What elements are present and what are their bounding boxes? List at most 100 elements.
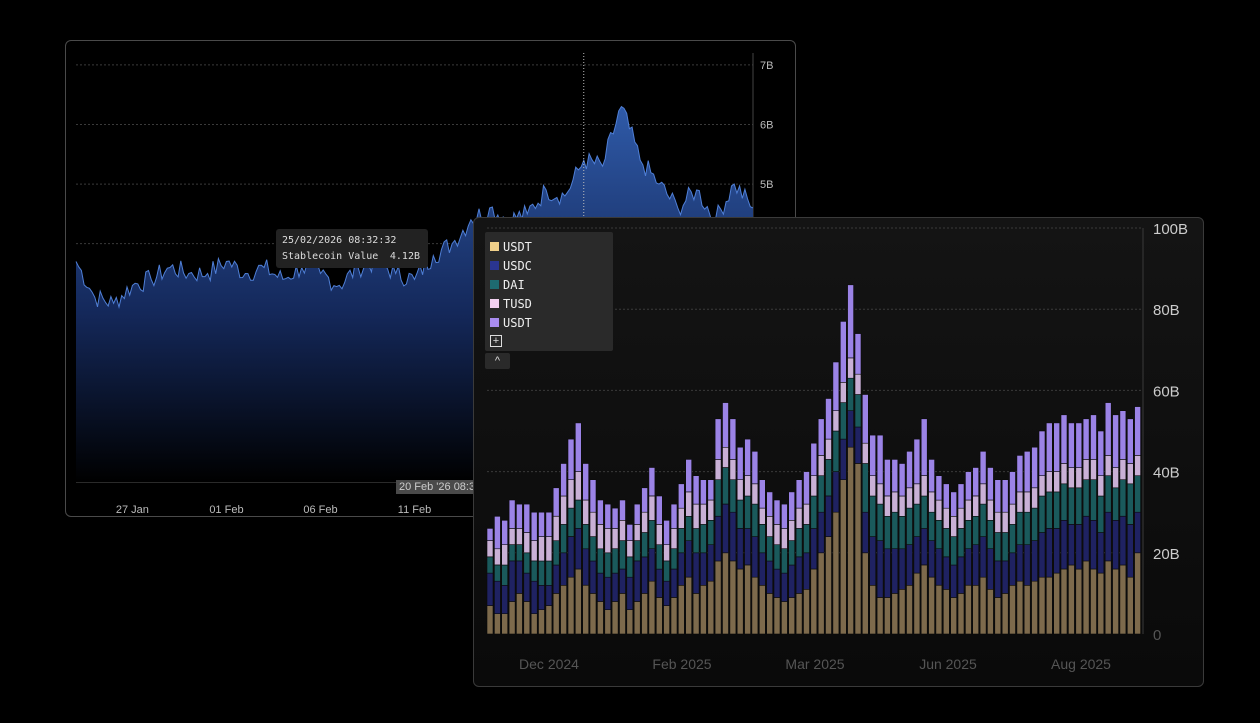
- bar-segment-dai-2: [486, 556, 494, 574]
- bar-segment-tusd-3: [1045, 471, 1053, 493]
- bar-segment-usdc-1: [1031, 540, 1038, 582]
- bar-segment-usdt-4: [663, 519, 670, 545]
- bar-segment-usdt-0: [957, 593, 965, 635]
- legend-swatch: [490, 318, 499, 327]
- bar-segment-usdt-0: [560, 584, 567, 635]
- bar-segment-tusd-3: [604, 528, 612, 554]
- bar-segment-usdt-0: [700, 584, 707, 635]
- bar-segment-tusd-3: [803, 503, 810, 525]
- bar-segment-usdc-1: [1045, 528, 1053, 578]
- bar-segment-usdt-4: [567, 438, 575, 481]
- bar-segment-dai-2: [839, 402, 847, 440]
- bar-segment-dai-2: [626, 556, 634, 578]
- bar-segment-usdt-4: [788, 491, 796, 521]
- bar-segment-dai-2: [523, 552, 531, 574]
- legend-item-usdt[interactable]: USDT: [490, 313, 608, 332]
- bar-segment-usdt-4: [795, 479, 803, 509]
- bar-segment-usdc-1: [648, 548, 656, 582]
- legend-item-dai[interactable]: DAI: [490, 275, 608, 294]
- bar-segment-usdt-0: [825, 536, 832, 635]
- bar-segment-usdt-0: [604, 609, 612, 635]
- bar-segment-usdc-1: [552, 564, 560, 594]
- bar-segment-usdt-4: [582, 463, 589, 501]
- bar-segment-usdc-1: [670, 568, 678, 598]
- bar-segment-usdt-4: [1031, 446, 1038, 489]
- legend-swatch: [490, 242, 499, 251]
- bar-segment-usdt-4: [700, 479, 707, 505]
- stacked-bar-chart[interactable]: 100B 80B 60B 40B 20B 0 Dec 2024 Feb 2025 Mar 202…: [474, 218, 1204, 687]
- bar-segment-usdt-0: [773, 597, 781, 635]
- bar-segment-usdt-0: [1009, 584, 1016, 635]
- bar-segment-usdt-4: [1023, 451, 1031, 493]
- bar-segment-usdc-1: [1104, 511, 1112, 562]
- bar-segment-usdt-4: [773, 499, 781, 525]
- legend-swatch: [490, 261, 499, 270]
- bar-segment-usdt-4: [486, 528, 494, 541]
- bar-segment-usdt-0: [648, 580, 656, 635]
- bar-segment-usdc-1: [1112, 519, 1119, 570]
- bar-segment-usdt-0: [744, 564, 751, 635]
- bar-segment-tusd-3: [633, 524, 641, 541]
- bar-segment-usdt-4: [678, 483, 685, 509]
- bar-segment-usdc-1: [714, 515, 722, 562]
- bar-segment-usdc-1: [957, 556, 965, 594]
- bar-segment-usdt-0: [736, 568, 744, 635]
- bar-segment-usdt-0: [898, 588, 906, 635]
- bar-segment-tusd-3: [1126, 463, 1134, 485]
- legend-add-button[interactable]: +: [490, 335, 502, 347]
- bar-segment-tusd-3: [869, 475, 877, 497]
- bar-segment-dai-2: [1060, 483, 1068, 521]
- bar-segment-usdt-4: [736, 446, 744, 480]
- legend-collapse-button[interactable]: ^: [485, 353, 510, 369]
- bar-y-tick-label: 40B: [1153, 465, 1180, 482]
- bar-segment-usdt-4: [942, 483, 950, 509]
- bar-segment-usdt-4: [913, 438, 921, 485]
- bar-segment-usdc-1: [795, 556, 803, 594]
- bar-segment-usdc-1: [1090, 519, 1097, 570]
- bar-segment-dai-2: [663, 560, 670, 582]
- bar-segment-tusd-3: [788, 519, 796, 541]
- bar-segment-usdc-1: [825, 495, 832, 537]
- bar-segment-usdc-1: [994, 560, 1002, 598]
- legend-swatch: [490, 299, 499, 308]
- bar-segment-dai-2: [781, 548, 788, 574]
- bar-segment-usdt-0: [1001, 593, 1009, 635]
- bar-segment-dai-2: [560, 524, 567, 554]
- bar-segment-usdt-4: [891, 459, 899, 493]
- bar-segment-usdt-0: [530, 613, 538, 635]
- area-x-tick-label: 06 Feb: [303, 504, 337, 516]
- bar-segment-usdt-4: [656, 495, 663, 525]
- bar-segment-dai-2: [825, 459, 832, 497]
- area-x-tick-label: 01 Feb: [209, 504, 243, 516]
- legend-item-tusd[interactable]: TUSD: [490, 294, 608, 313]
- bar-segment-dai-2: [611, 548, 619, 574]
- bar-segment-usdc-1: [1009, 552, 1016, 586]
- bar-segment-dai-2: [1119, 479, 1127, 517]
- bar-segment-usdc-1: [1038, 532, 1046, 578]
- tooltip-value: 4.12B: [389, 251, 420, 262]
- bar-segment-dai-2: [972, 515, 980, 545]
- legend-item-usdt[interactable]: USDT: [490, 237, 608, 256]
- bar-segment-usdc-1: [803, 552, 810, 590]
- bar-segment-usdt-4: [1038, 430, 1046, 477]
- bar-segment-usdt-4: [501, 519, 509, 545]
- legend-item-usdc[interactable]: USDC: [490, 256, 608, 275]
- bar-segment-usdt-4: [751, 451, 759, 485]
- bar-segment-usdt-0: [567, 576, 575, 635]
- bar-segment-usdt-4: [854, 333, 862, 375]
- bar-segment-usdt-0: [685, 576, 692, 635]
- bar-segment-dai-2: [516, 544, 523, 562]
- bar-segment-usdc-1: [1097, 532, 1105, 574]
- bar-segment-usdt-0: [781, 601, 788, 635]
- bar-segment-usdc-1: [979, 536, 987, 578]
- bar-segment-tusd-3: [560, 495, 567, 525]
- bar-segment-usdt-4: [633, 503, 641, 525]
- bar-segment-dai-2: [1031, 507, 1038, 541]
- bar-segment-usdc-1: [678, 552, 685, 586]
- bar-segment-dai-2: [920, 495, 928, 529]
- bar-segment-usdt-4: [810, 442, 818, 476]
- bar-segment-dai-2: [589, 536, 597, 562]
- bar-segment-usdt-0: [611, 601, 619, 635]
- bar-segment-usdt-4: [560, 463, 567, 497]
- bar-segment-usdt-0: [523, 601, 531, 635]
